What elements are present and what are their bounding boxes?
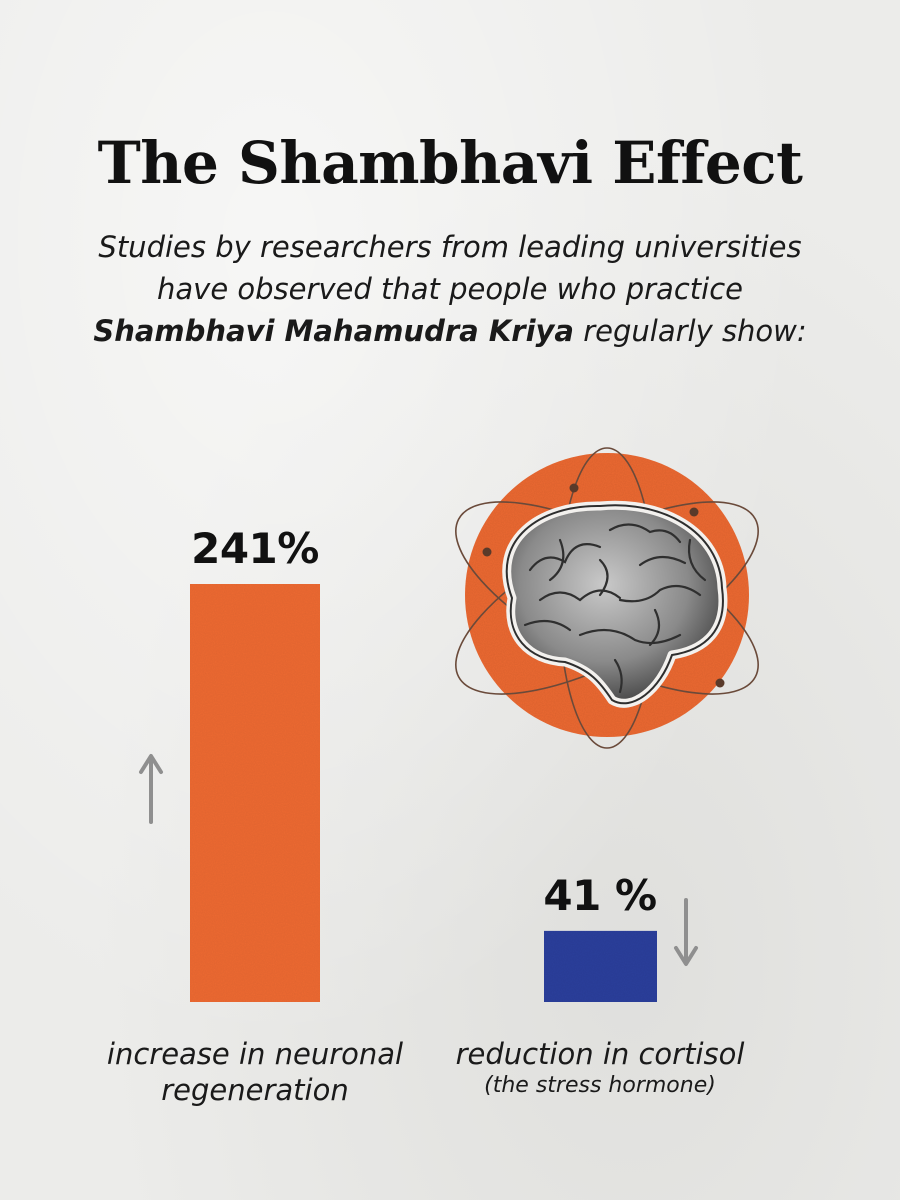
subtitle-emphasis: Shambhavi Mahamudra Kriya [93, 314, 574, 348]
subtitle-text-start: Studies by researchers from leading univ… [98, 230, 802, 306]
page-title: The Shambhavi Effect [97, 129, 803, 197]
category-label-line-2: regeneration [161, 1073, 349, 1107]
brain-illustration [455, 447, 759, 749]
up-arrow-icon [139, 754, 163, 824]
subtitle-text-end: regularly show: [573, 314, 807, 348]
orbit-dots [482, 483, 725, 688]
bar-value-label-cortisol: 41 % [543, 870, 657, 920]
category-label-cortisol: reduction in cortisol (the stress hormon… [430, 1036, 770, 1100]
down-arrow-icon [674, 898, 698, 966]
bars-layer [190, 584, 657, 1002]
category-label-note: (the stress hormone) [484, 1073, 716, 1098]
category-label-line-1: increase in neuronal [106, 1037, 404, 1071]
category-label-neuronal: increase in neuronal regeneration [90, 1036, 420, 1108]
bar-value-label-neuronal: 241% [191, 524, 319, 573]
category-label-line-1: reduction in cortisol [455, 1037, 745, 1071]
page-subtitle: Studies by researchers from leading univ… [90, 226, 810, 352]
brain-icon [502, 500, 728, 708]
